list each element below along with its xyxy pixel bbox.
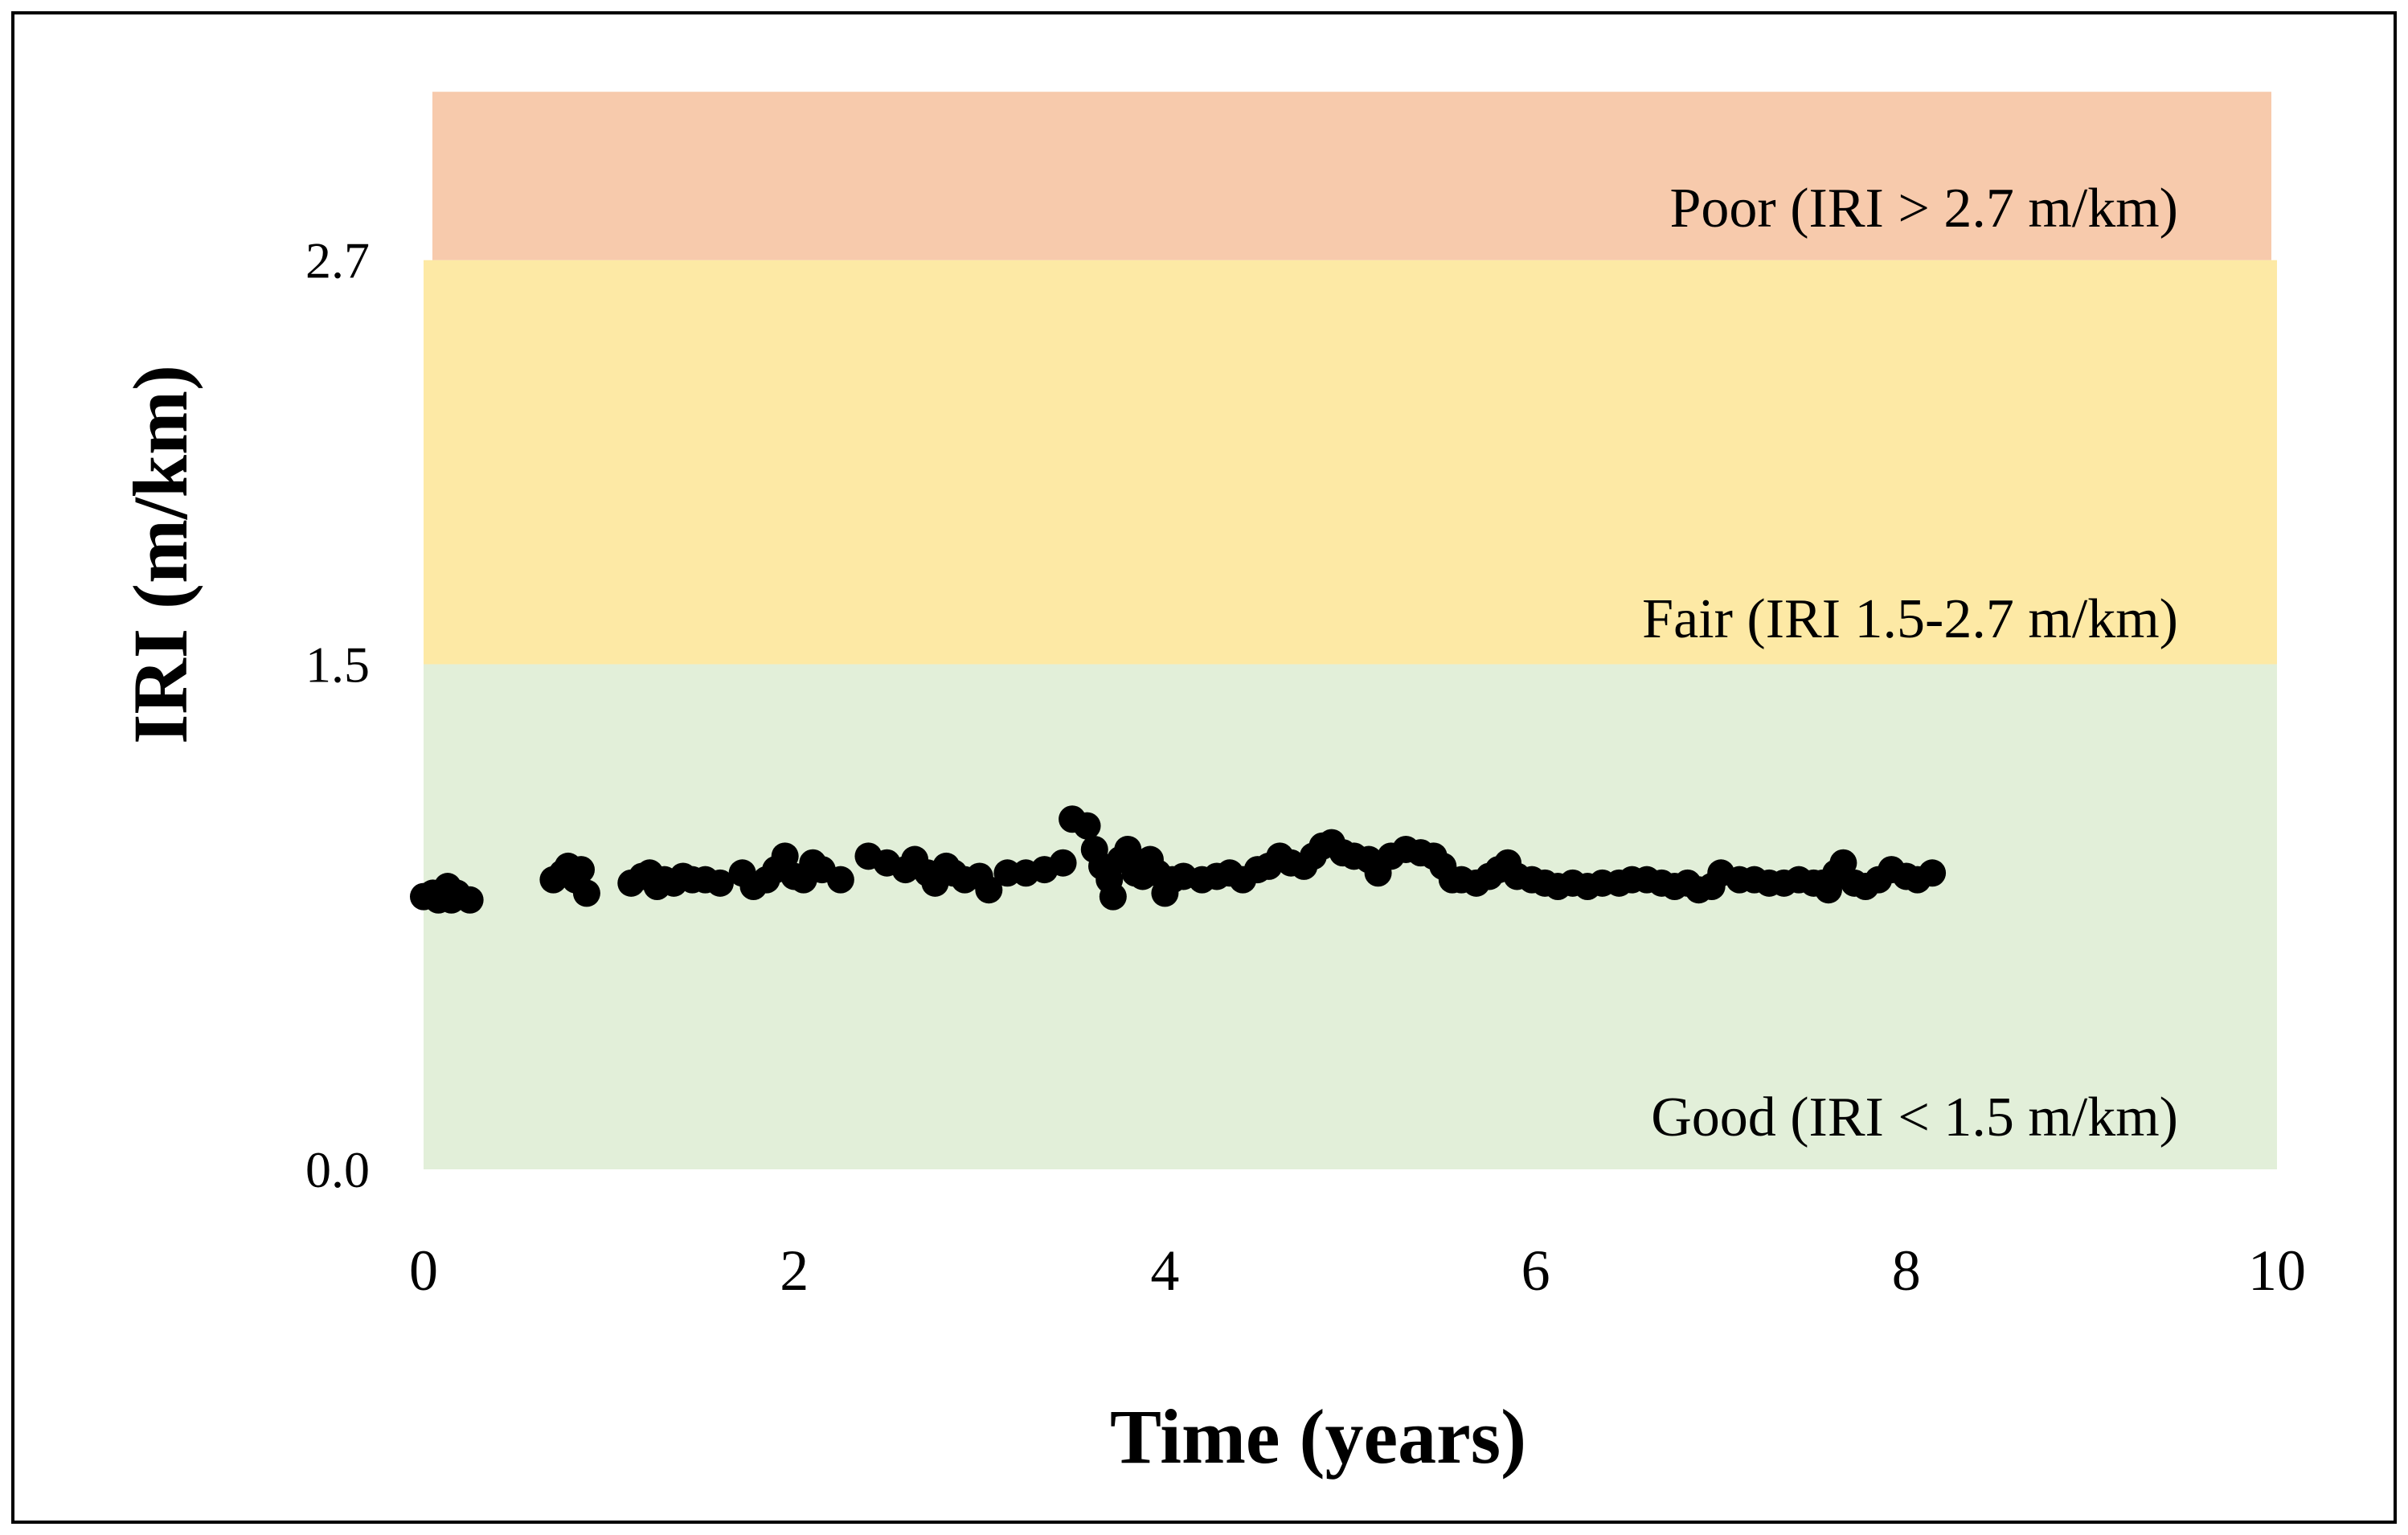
data-point [1073,812,1101,840]
band-poor [432,92,2271,260]
data-point [456,886,484,914]
data-point [826,866,854,894]
data-point [1829,849,1857,877]
x-tick-label: 6 [1521,1238,1550,1303]
data-point [1114,835,1142,863]
band-label-good: Good (IRI < 1.5 m/km) [1651,1087,2178,1148]
x-axis-title: Time (years) [1110,1394,1526,1480]
data-point [975,876,1003,904]
x-tick-label: 4 [1150,1238,1179,1303]
x-tick-label: 0 [409,1238,438,1303]
data-point [567,856,596,884]
data-point [1099,882,1127,911]
band-fair [424,260,2277,665]
condition-bands [424,92,2277,1169]
x-tick-label: 2 [780,1238,809,1303]
y-tick-label: 1.5 [305,637,370,694]
y-axis-title: IRI (m/km) [117,365,203,744]
band-label-fair: Fair (IRI 1.5-2.7 m/km) [1642,588,2178,650]
y-tick-label: 2.7 [305,232,370,289]
data-point [706,869,734,897]
x-tick-label: 10 [2248,1238,2306,1303]
band-label-poor: Poor (IRI > 2.7 m/km) [1670,178,2179,239]
y-tick-label: 0.0 [305,1141,370,1198]
x-tick-label: 8 [1892,1238,1921,1303]
band-good [424,664,2277,1169]
data-points [410,805,1947,914]
condition-band-labels: Good (IRI < 1.5 m/km) Fair (IRI 1.5-2.7 m… [1642,178,2178,1148]
data-point [572,879,600,907]
data-point [1919,859,1947,887]
y-axis-tick-labels: 0.0 1.5 2.7 [305,232,370,1198]
x-axis-tick-labels: 0 2 4 6 8 10 [409,1238,2306,1303]
data-point [1049,849,1077,877]
